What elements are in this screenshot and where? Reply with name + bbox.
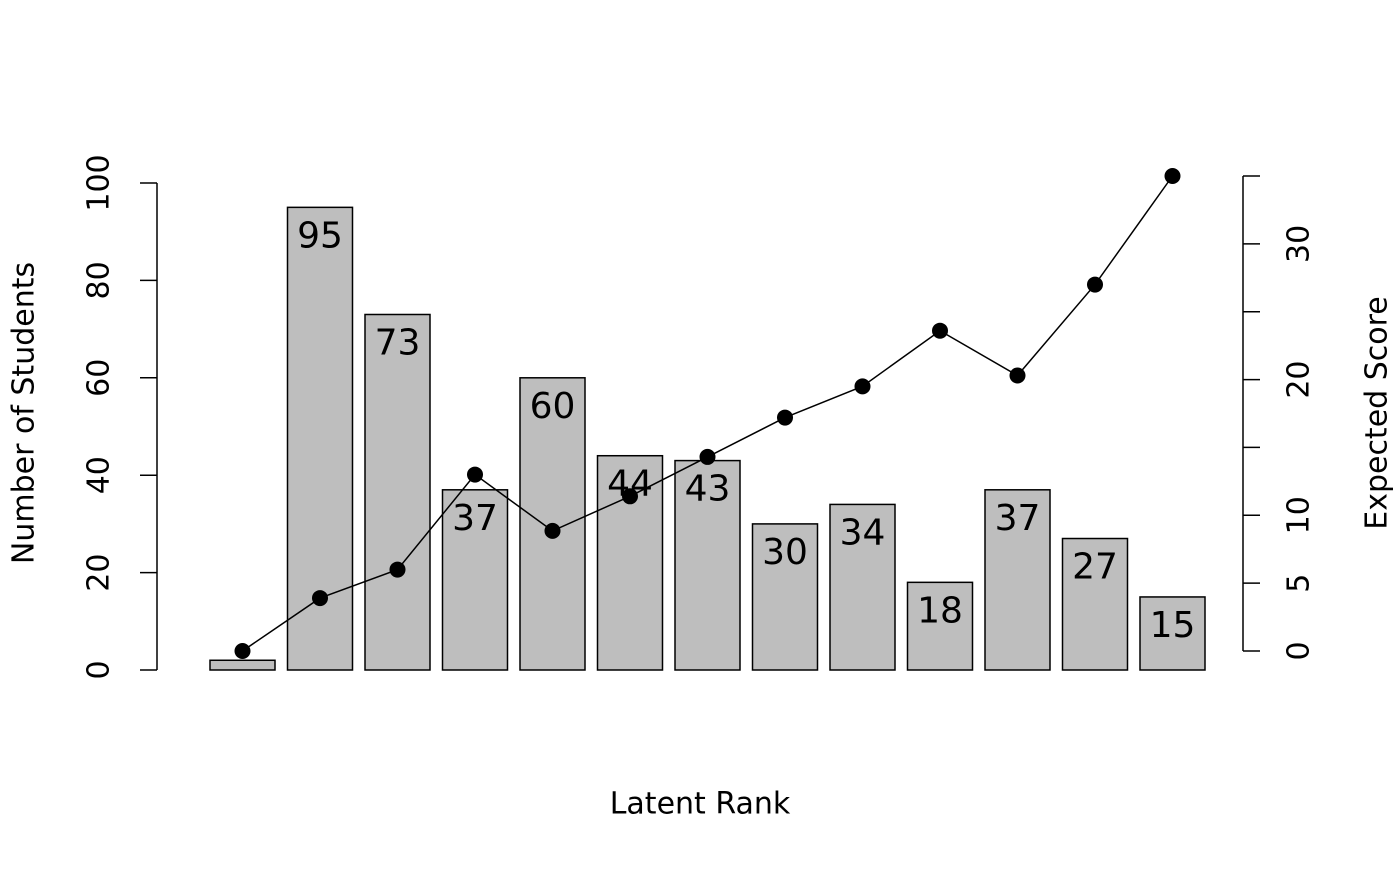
bar-label: 18	[917, 590, 963, 631]
y-tick-label: 0	[82, 660, 117, 679]
bar-label: 43	[685, 469, 731, 510]
point	[699, 448, 716, 465]
point	[544, 522, 561, 539]
bar-label: 73	[375, 322, 421, 363]
point	[1164, 168, 1181, 184]
y-tick-label: 100	[82, 154, 117, 211]
bar	[441, 489, 509, 671]
bar	[829, 503, 896, 671]
y-tick-label: 20	[82, 554, 117, 592]
bar-label: 15	[1150, 605, 1196, 646]
bar	[906, 581, 974, 671]
bar-label: 44	[607, 464, 653, 505]
y2-tick-label: 5	[1282, 574, 1317, 593]
y2-tick-label: 0	[1282, 641, 1317, 660]
bar-label: 95	[297, 215, 343, 256]
bar	[1061, 537, 1129, 671]
y-tick-label: 60	[82, 359, 117, 397]
point	[932, 322, 948, 339]
y2-tick-label: 20	[1282, 360, 1317, 398]
y2-tick-label: 10	[1282, 496, 1317, 534]
bar-label: 30	[762, 532, 808, 573]
bar	[984, 489, 1051, 671]
point	[777, 409, 793, 426]
y-tick-label: 40	[82, 456, 117, 494]
point	[854, 378, 871, 395]
bar	[209, 659, 276, 671]
y-tick-label: 80	[82, 261, 117, 299]
x-axis-title: Latent Rank	[610, 787, 791, 822]
y-axis-title: Number of Students	[7, 262, 42, 564]
bar	[751, 523, 819, 671]
point	[622, 488, 638, 505]
bar-label: 60	[530, 386, 576, 427]
bar	[1139, 596, 1206, 671]
bar-label: 34	[840, 512, 886, 553]
point	[467, 466, 483, 483]
point	[389, 561, 406, 578]
bar-label: 37	[995, 498, 1041, 539]
y2-axis-title: Expected Score	[1360, 296, 1395, 530]
bar-label: 37	[452, 498, 498, 539]
bar-label: 27	[1072, 547, 1118, 588]
point	[1087, 276, 1103, 293]
bar	[364, 313, 431, 671]
bar	[674, 459, 741, 671]
point	[1009, 367, 1026, 384]
point	[234, 643, 251, 659]
point	[312, 590, 328, 607]
y2-tick-label: 30	[1282, 225, 1317, 263]
